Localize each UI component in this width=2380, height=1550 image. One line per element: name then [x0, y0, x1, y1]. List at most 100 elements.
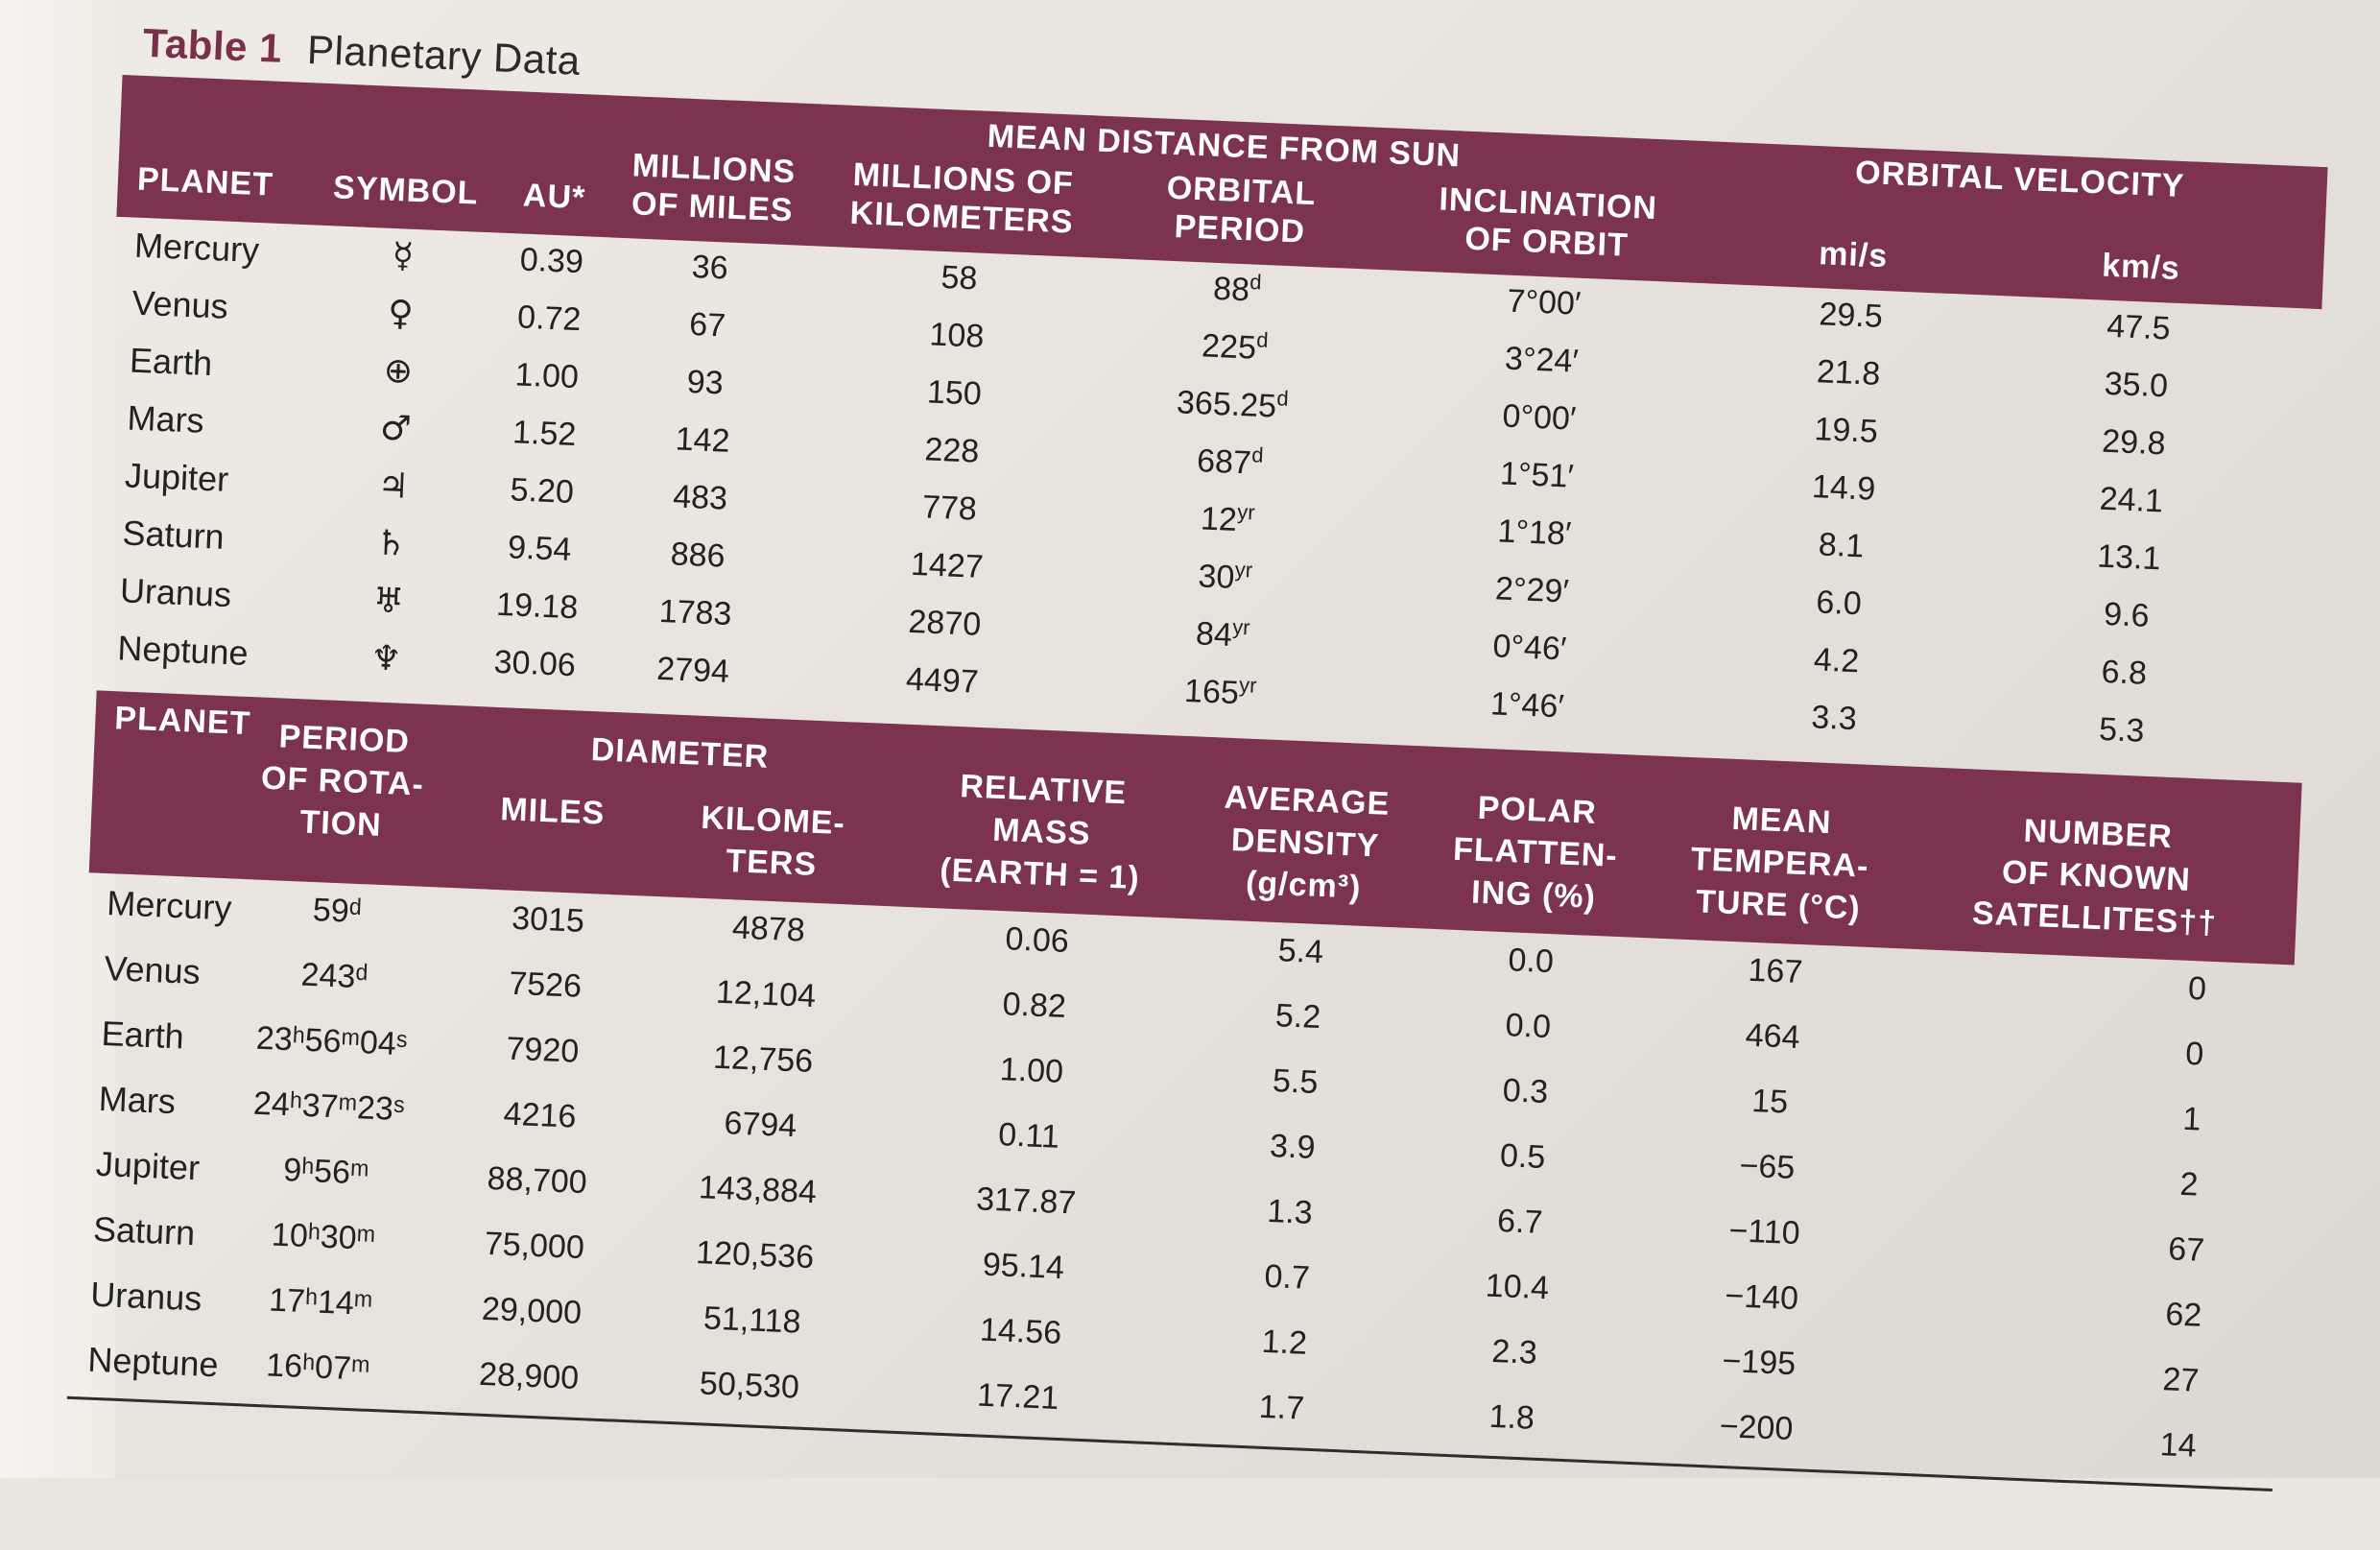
header-planet: PLANET — [136, 160, 274, 203]
table-title: Table 1 Planetary Data — [142, 20, 582, 84]
inclination-value: 3°24′ — [1504, 340, 1580, 380]
miles-value: 93 — [685, 363, 725, 402]
miles-value: 886 — [669, 536, 726, 575]
rotation-value: 59ᵈ — [312, 892, 363, 931]
temperature-value: 464 — [1744, 1016, 1801, 1057]
planet-symbol-icon: ☿ — [392, 235, 415, 276]
rotation-value: 9ʰ56ᵐ — [282, 1151, 370, 1192]
km-value: 2870 — [907, 603, 982, 643]
satellites-value: 14 — [2158, 1426, 2198, 1465]
planet-name: Jupiter — [95, 1143, 201, 1188]
relative-mass-value: 0.06 — [1004, 920, 1070, 961]
km-value: 4497 — [905, 660, 980, 701]
header-planet-2: PLANET — [113, 700, 252, 743]
orbital-period-value: 12yr — [1200, 500, 1255, 539]
diameter-miles-value: 4216 — [502, 1095, 578, 1135]
header-polar-3: ING (%) — [1470, 873, 1597, 916]
period-number: 84 — [1195, 615, 1233, 654]
km-value: 58 — [940, 258, 979, 298]
diameter-km-value: 143,884 — [698, 1169, 818, 1211]
orbital-period-value: 687d — [1196, 442, 1264, 483]
header-diameter-km-1: KILOME- — [700, 799, 846, 843]
orbital-period-value: 365.25d — [1176, 384, 1289, 426]
relative-mass-value: 0.82 — [1001, 986, 1067, 1025]
planet-name: Neptune — [116, 628, 250, 673]
velocity-km-s: 13.1 — [2096, 537, 2162, 578]
km-value: 778 — [921, 489, 978, 528]
miles-value: 142 — [675, 420, 731, 460]
planet-name: Uranus — [119, 570, 232, 615]
header-temp-2: TEMPERA- — [1690, 841, 1870, 885]
temperature-value: −65 — [1738, 1147, 1797, 1186]
planet-name: Mars — [98, 1078, 177, 1122]
satellites-value: 27 — [2161, 1361, 2201, 1399]
density-value: 1.3 — [1266, 1192, 1314, 1231]
au-value: 1.00 — [513, 356, 580, 396]
satellites-value: 0 — [2184, 1035, 2204, 1073]
header-density-2: DENSITY — [1230, 822, 1381, 865]
orbital-period-value: 165yr — [1183, 673, 1257, 713]
density-value: 0.7 — [1263, 1257, 1311, 1297]
period-unit: yr — [1236, 499, 1256, 525]
au-value: 5.20 — [509, 471, 575, 512]
header-diameter-km-2: TERS — [725, 843, 818, 883]
relative-mass-value: 14.56 — [979, 1311, 1062, 1352]
density-value: 1.2 — [1260, 1323, 1308, 1362]
planet-symbol-icon: ♂ — [379, 408, 413, 449]
rotation-value: 16ʰ07ᵐ — [265, 1347, 371, 1388]
temperature-value: −195 — [1721, 1342, 1797, 1383]
km-value: 1427 — [910, 545, 985, 585]
orbital-period-value: 84yr — [1195, 615, 1250, 655]
km-value: 228 — [923, 431, 981, 470]
header-polar-1: POLAR — [1477, 789, 1598, 831]
diameter-km-value: 12,104 — [715, 973, 817, 1015]
planet-name: Jupiter — [124, 455, 229, 499]
header-density-1: AVERAGE — [1223, 778, 1392, 823]
diameter-miles-value: 7920 — [505, 1030, 580, 1070]
miles-value: 1783 — [658, 592, 733, 633]
temperature-value: 167 — [1747, 951, 1804, 991]
diameter-km-value: 50,530 — [699, 1365, 800, 1406]
satellites-value: 0 — [2187, 969, 2207, 1008]
velocity-mi-s: 3.3 — [1810, 699, 1858, 738]
header-rotation-2: OF ROTA- — [260, 759, 425, 803]
inclination-value: 0°46′ — [1491, 628, 1567, 668]
au-value: 0.72 — [516, 298, 583, 339]
satellites-value: 2 — [2178, 1165, 2200, 1204]
diameter-km-value: 4878 — [731, 909, 806, 949]
inclination-value: 1°18′ — [1496, 513, 1572, 553]
miles-value: 36 — [691, 248, 729, 287]
velocity-km-s: 9.6 — [2103, 595, 2151, 634]
inclination-value: 0°00′ — [1501, 397, 1578, 438]
flattening-value: 6.7 — [1496, 1203, 1544, 1241]
planet-name: Venus — [103, 947, 202, 992]
relative-mass-value: 95.14 — [982, 1246, 1065, 1287]
temperature-value: −110 — [1727, 1212, 1801, 1252]
au-value: 30.06 — [492, 643, 577, 684]
temperature-value: −200 — [1718, 1407, 1795, 1448]
header-polar-2: FLATTEN- — [1452, 830, 1619, 874]
rotation-value: 243ᵈ — [299, 956, 369, 996]
km-value: 108 — [928, 316, 986, 355]
planet-name: Earth — [100, 1013, 185, 1057]
flattening-value: 2.3 — [1490, 1332, 1538, 1371]
miles-value: 67 — [688, 305, 726, 345]
header-mi-s: mi/s — [1818, 235, 1890, 275]
flattening-value: 1.8 — [1488, 1397, 1535, 1437]
header-mass-3: (EARTH = 1) — [939, 851, 1141, 897]
velocity-mi-s: 19.5 — [1813, 411, 1879, 450]
period-number: 30 — [1197, 558, 1236, 596]
diameter-km-value: 51,118 — [702, 1300, 802, 1341]
period-number: 687 — [1196, 442, 1252, 482]
relative-mass-value: 0.11 — [997, 1116, 1060, 1156]
inclination-value: 2°29′ — [1494, 570, 1570, 610]
flattening-value: 10.4 — [1485, 1267, 1550, 1307]
relative-mass-value: 1.00 — [999, 1051, 1064, 1090]
period-unit: d — [1275, 386, 1290, 411]
velocity-mi-s: 6.0 — [1815, 584, 1863, 623]
relative-mass-value: 317.87 — [975, 1180, 1078, 1222]
planet-name: Neptune — [86, 1339, 220, 1385]
planet-symbol-icon: ♄ — [374, 523, 408, 564]
table-number: Table 1 — [142, 19, 283, 71]
rotation-value: 23ʰ56ᵐ04ˢ — [255, 1019, 409, 1063]
